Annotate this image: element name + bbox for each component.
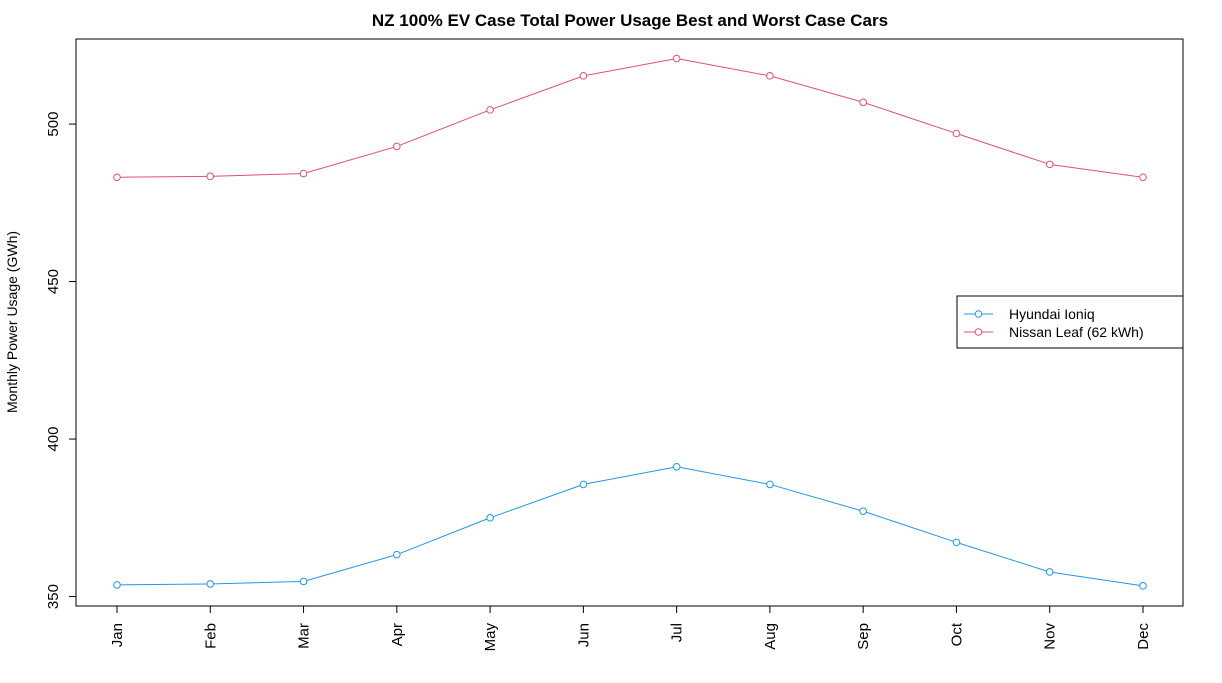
- series-line-segment: [959, 542, 1047, 572]
- legend-marker: [974, 310, 983, 318]
- series-hyundai-ioniq: [113, 462, 1147, 590]
- data-point: [486, 106, 494, 114]
- series-line-segment: [586, 58, 674, 76]
- data-point: [579, 72, 588, 80]
- legend: Hyundai Ioniq Nissan Leaf (62 kWh): [956, 295, 1184, 349]
- y-axis: 350 400 450 500: [45, 112, 77, 609]
- series-layer: [113, 54, 1147, 590]
- series-line-segment: [399, 110, 488, 146]
- x-tick-label: Jul: [669, 623, 686, 642]
- data-point: [299, 169, 308, 178]
- data-point: [1139, 173, 1147, 182]
- series-line-segment: [586, 466, 674, 485]
- series-line-segment: [959, 134, 1047, 164]
- x-tick-label: Oct: [948, 622, 965, 646]
- x-tick-label: Dec: [1135, 623, 1152, 650]
- x-tick-label: Jan: [109, 623, 126, 647]
- x-tick-label: Apr: [389, 623, 406, 646]
- x-tick-label: Feb: [202, 623, 219, 649]
- data-point: [1045, 160, 1054, 169]
- series-line-segment: [399, 518, 488, 554]
- x-axis: Jan Feb Mar Apr May Jun Jul Aug Sep Oct Nov Dec: [109, 605, 1152, 652]
- series-line-segment: [679, 58, 767, 76]
- data-point: [113, 173, 121, 182]
- series-line-segment: [493, 76, 581, 110]
- x-tick-label: Mar: [296, 623, 313, 649]
- data-point: [672, 462, 681, 471]
- series-line-segment: [772, 484, 861, 511]
- data-point: [672, 54, 681, 63]
- series-line-segment: [1052, 571, 1140, 586]
- x-tick-label: Sep: [855, 623, 872, 650]
- y-axis-label: Monthly Power Usage (GWh): [4, 231, 20, 413]
- data-point: [1139, 582, 1147, 590]
- data-point: [579, 480, 588, 489]
- data-point: [206, 580, 215, 588]
- data-point: [206, 172, 215, 181]
- series-line-segment: [866, 102, 954, 133]
- data-point: [766, 72, 774, 80]
- series-nissan-leaf-62-kwh: [113, 54, 1147, 182]
- series-line-segment: [306, 555, 394, 582]
- series-line-segment: [120, 583, 207, 586]
- series-line-segment: [493, 485, 581, 518]
- legend-label: Nissan Leaf (62 kWh): [1009, 324, 1144, 340]
- data-point: [952, 538, 961, 547]
- data-point: [859, 507, 867, 515]
- y-tick-label: 350: [45, 584, 62, 609]
- data-point: [113, 581, 121, 589]
- data-point: [766, 480, 774, 489]
- legend-box: [956, 295, 1184, 349]
- x-tick-label: Nov: [1042, 623, 1059, 650]
- legend-marker: [974, 328, 983, 336]
- series-line-segment: [213, 173, 301, 177]
- y-tick-label: 400: [45, 427, 62, 452]
- data-point: [486, 514, 494, 522]
- data-point: [952, 129, 961, 138]
- series-line-segment: [679, 466, 767, 485]
- legend-label: Hyundai Ioniq: [1009, 306, 1095, 322]
- series-line-segment: [772, 76, 861, 102]
- data-point: [859, 98, 867, 107]
- series-line-segment: [866, 511, 954, 542]
- y-tick-label: 500: [45, 112, 62, 137]
- x-tick-label: May: [482, 623, 499, 652]
- x-tick-label: Jun: [575, 623, 592, 647]
- series-line-segment: [306, 146, 394, 174]
- series-line-segment: [1052, 164, 1140, 178]
- data-point: [393, 550, 401, 559]
- chart-title: NZ 100% EV Case Total Power Usage Best a…: [372, 11, 888, 30]
- y-tick-label: 450: [45, 269, 62, 294]
- data-point: [299, 577, 308, 586]
- series-line-segment: [120, 175, 207, 178]
- x-tick-label: Aug: [762, 623, 779, 650]
- series-line-segment: [213, 581, 301, 585]
- data-point: [1045, 568, 1054, 576]
- data-point: [393, 142, 401, 151]
